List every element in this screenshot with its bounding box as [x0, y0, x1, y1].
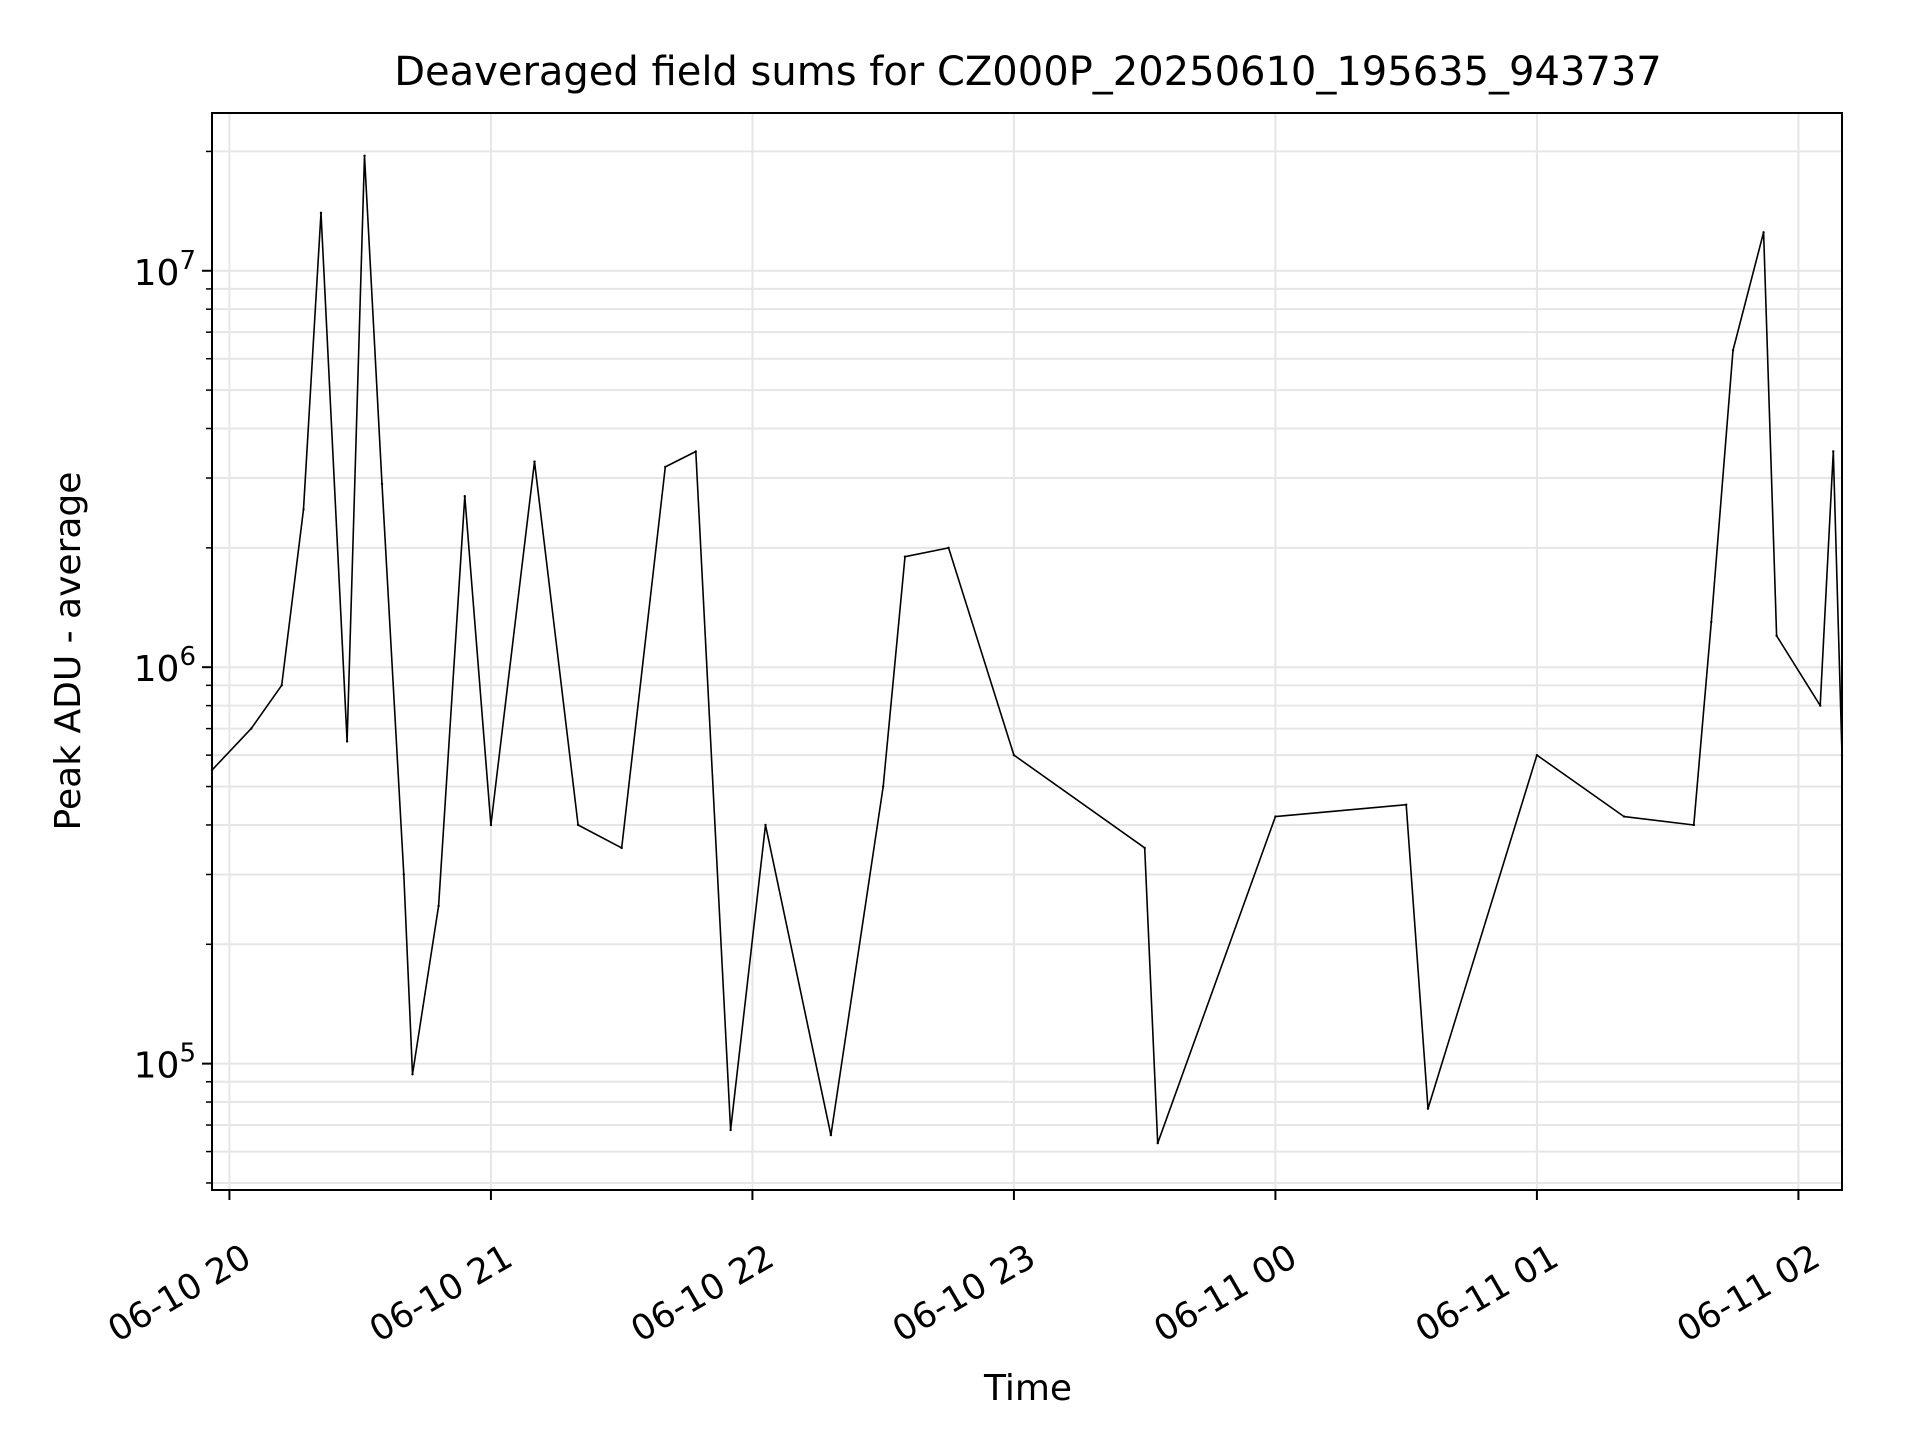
x-tick-label: 06-10 20	[102, 1237, 258, 1350]
data-point	[402, 873, 405, 876]
data-point	[764, 823, 767, 827]
grid	[212, 113, 1842, 1190]
data-point	[947, 546, 950, 550]
data-point	[576, 823, 580, 827]
x-tick-label: 06-10 21	[363, 1237, 519, 1350]
data-point	[694, 450, 697, 453]
data-point	[1535, 753, 1539, 757]
plot-area	[210, 154, 1844, 1145]
data-point	[1426, 1107, 1430, 1110]
y-tick-label: 107	[134, 246, 196, 294]
data-point	[250, 727, 253, 730]
data-point	[1762, 231, 1765, 234]
data-point	[729, 1128, 732, 1132]
y-axis: 105 106 107	[134, 150, 212, 1184]
y-axis-label: Peak ADU - average	[48, 472, 89, 831]
data-point	[1710, 620, 1713, 624]
data-point	[1692, 823, 1696, 827]
data-point	[1622, 815, 1626, 818]
chart-title: Deaveraged field sums for CZ000P_2025061…	[394, 49, 1662, 95]
y-tick-label: 105	[134, 1039, 196, 1087]
data-point	[664, 465, 667, 469]
plot-frame	[211, 112, 1843, 1191]
data-point	[1012, 753, 1016, 757]
data-point	[1143, 846, 1146, 850]
data-point	[903, 555, 907, 558]
data-point	[363, 154, 366, 157]
data-point	[829, 1133, 833, 1137]
data-point	[319, 211, 323, 215]
data-point	[411, 1073, 414, 1076]
x-tick-label: 06-11 02	[1671, 1237, 1827, 1350]
x-tick-label: 06-11 01	[1409, 1237, 1565, 1350]
data-point	[1832, 450, 1835, 453]
data-point	[1156, 1141, 1159, 1145]
data-point	[489, 823, 493, 827]
data-point	[463, 494, 466, 498]
y-tick-label: 106	[134, 642, 196, 690]
data-point	[1404, 803, 1408, 806]
x-tick-label: 06-10 23	[886, 1237, 1042, 1350]
data-point	[533, 460, 536, 463]
data-point	[302, 508, 305, 511]
data-point	[1731, 349, 1735, 352]
data-point	[380, 482, 384, 486]
data-point	[881, 785, 885, 788]
data-point	[1775, 634, 1778, 638]
series-line	[211, 155, 1843, 1144]
x-axis-label: Time	[983, 1368, 1072, 1409]
x-axis: 06-10 20 06-10 21 06-10 22 06-10 23 06-11 00…	[102, 1190, 1827, 1350]
data-point	[437, 904, 440, 908]
data-point	[280, 684, 283, 687]
data-point	[1819, 704, 1822, 707]
data-point	[345, 740, 349, 743]
x-tick-label: 06-10 22	[625, 1237, 781, 1350]
x-tick-label: 06-11 00	[1148, 1237, 1304, 1350]
data-point	[1274, 815, 1277, 818]
data-point	[620, 846, 623, 850]
